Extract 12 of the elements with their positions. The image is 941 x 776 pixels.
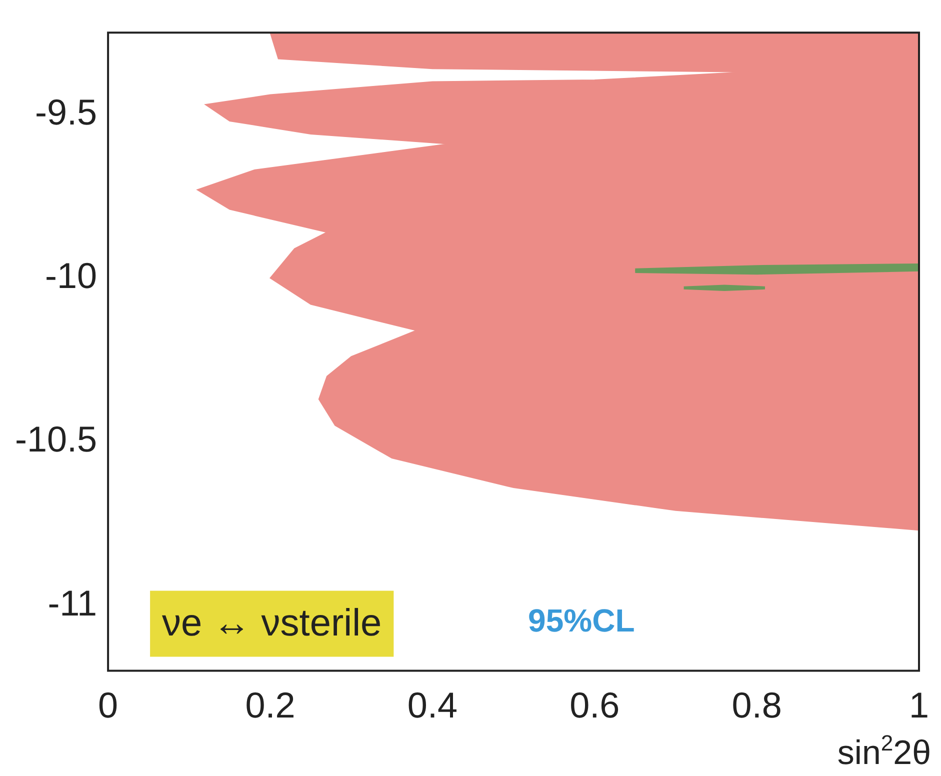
x-tick-label: 0.2 bbox=[245, 684, 296, 726]
y-tick-label: -10 bbox=[45, 254, 98, 296]
x-tick-label: 0.4 bbox=[407, 684, 458, 726]
x-tick-label: 1 bbox=[908, 684, 930, 726]
x-tick-label: 0 bbox=[98, 684, 118, 726]
annotation: 95%CL bbox=[528, 602, 635, 639]
y-tick-label: -10.5 bbox=[14, 418, 98, 460]
x-tick-label: 0.8 bbox=[732, 684, 782, 726]
y-tick-label: -9.5 bbox=[35, 91, 98, 132]
x-tick-label: 0.6 bbox=[570, 684, 620, 726]
annotation: νe ↔ νsterile bbox=[162, 602, 382, 644]
y-tick-label: -11 bbox=[48, 582, 98, 624]
